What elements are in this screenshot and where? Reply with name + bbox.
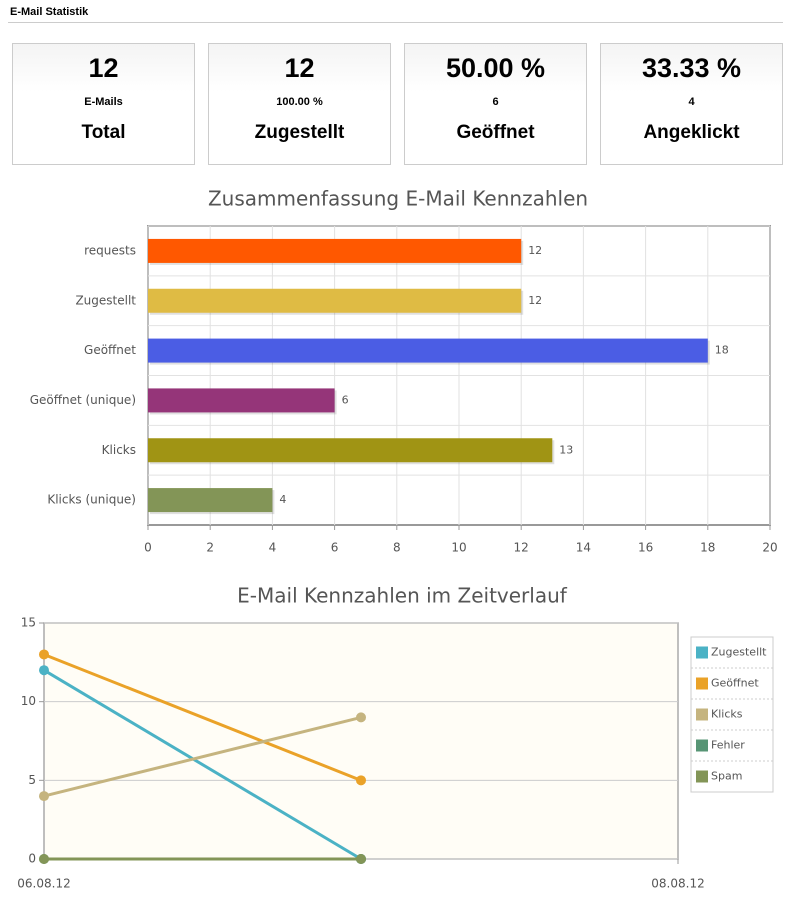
data-label: 18 — [715, 344, 729, 357]
y-tick-label: Zugestellt — [75, 293, 136, 307]
y-tick-label: Geöffnet (unique) — [30, 393, 136, 407]
legend-swatch — [696, 739, 708, 752]
bar — [148, 488, 273, 513]
card-label: Angeklickt — [643, 122, 740, 143]
legend-label: Klicks — [711, 708, 743, 721]
y-tick-label: requests — [84, 243, 136, 257]
legend-swatch — [696, 708, 708, 721]
bar — [148, 338, 708, 363]
x-tick-label: 06.08.12 — [17, 877, 70, 891]
chart-title: Zusammenfassung E-Mail Kennzahlen — [208, 187, 588, 211]
stat-card: 33.33 % 4 Angeklickt — [600, 43, 783, 165]
plot-area — [43, 622, 679, 860]
point — [39, 791, 49, 802]
series-line — [43, 653, 362, 782]
bar — [148, 238, 522, 263]
point — [356, 775, 366, 786]
stat-card: 12 E-Mails Total — [12, 43, 195, 165]
x-tick-label: 18 — [700, 541, 715, 555]
y-tick-label: 10 — [21, 694, 36, 708]
y-tick-label: Klicks (unique) — [47, 493, 136, 507]
stat-card: 12 100.00 % Zugestellt — [208, 43, 391, 165]
legend-label: Fehler — [711, 739, 745, 752]
x-tick-label: 08.08.12 — [651, 877, 704, 891]
bar — [148, 388, 335, 413]
card-label: Zugestellt — [254, 122, 345, 143]
x-tick-label: 20 — [762, 541, 777, 555]
point — [356, 854, 366, 864]
point — [39, 665, 49, 676]
series-line — [43, 715, 362, 798]
card-value: 50.00 % — [445, 53, 546, 83]
point — [356, 712, 366, 723]
x-tick-label: 16 — [638, 541, 653, 555]
card-sub: 100.00 % — [276, 96, 323, 108]
legend-swatch — [696, 646, 708, 659]
x-tick-label: 0 — [144, 541, 152, 555]
x-tick-label: 6 — [331, 541, 339, 555]
legend-swatch — [696, 770, 708, 783]
legend-label: Spam — [711, 770, 742, 783]
bar — [148, 438, 553, 463]
x-tick-label: 10 — [451, 541, 466, 555]
card-value: 12 — [284, 53, 315, 83]
header-rule — [8, 22, 783, 23]
y-tick-label: Geöffnet — [84, 343, 136, 357]
x-tick-label: 2 — [206, 541, 214, 555]
card-sub: 6 — [492, 96, 499, 108]
chart-title: E-Mail Kennzahlen im Zeitverlauf — [237, 584, 568, 608]
legend-label: Geöffnet — [711, 677, 759, 690]
stat-card: 50.00 % 6 Geöffnet — [404, 43, 587, 165]
y-tick-label: 15 — [21, 616, 36, 630]
point — [39, 854, 49, 864]
header-title: E-Mail Statistik — [10, 6, 89, 18]
series-line — [43, 668, 362, 861]
data-label: 4 — [279, 493, 286, 506]
data-label: 12 — [528, 294, 542, 307]
y-tick-label: 0 — [28, 852, 36, 866]
x-tick-label: 4 — [269, 541, 277, 555]
card-sub: E-Mails — [84, 96, 123, 108]
card-label: Geöffnet — [456, 122, 535, 143]
bar — [148, 288, 522, 313]
data-label: 12 — [528, 244, 542, 257]
legend-swatch — [696, 677, 708, 690]
data-label: 13 — [559, 443, 573, 456]
card-value: 33.33 % — [641, 53, 742, 83]
point — [39, 649, 49, 660]
y-tick-label: 5 — [28, 773, 36, 787]
card-label: Total — [81, 122, 126, 143]
legend-label: Zugestellt — [711, 646, 767, 659]
card-value: 12 — [88, 53, 119, 83]
x-tick-label: 8 — [393, 541, 401, 555]
card-sub: 4 — [688, 96, 695, 108]
x-tick-label: 14 — [576, 541, 591, 555]
data-label: 6 — [342, 393, 349, 406]
x-tick-label: 12 — [514, 541, 529, 555]
y-tick-label: Klicks — [102, 443, 136, 457]
